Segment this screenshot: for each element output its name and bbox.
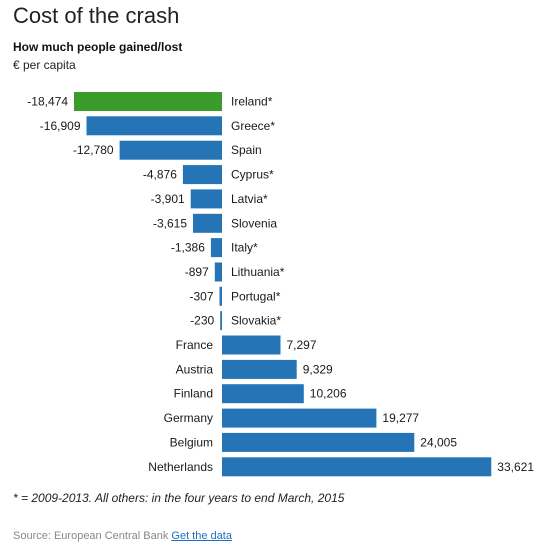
category-label: France (176, 338, 214, 352)
source-text: Source: European Central Bank (13, 530, 169, 542)
category-label: Portugal* (231, 289, 281, 303)
category-label: Belgium (170, 435, 213, 449)
bar-germany (222, 408, 377, 428)
category-label: Spain (231, 143, 262, 157)
category-label: Finland (174, 387, 213, 401)
chart-subtitle: How much people gained/lost (13, 40, 183, 54)
value-label: 7,297 (287, 338, 317, 352)
bar-spain (119, 140, 222, 160)
category-label: Slovakia* (231, 314, 281, 328)
unit-label: € per capita (13, 58, 76, 72)
value-label: -16,909 (40, 119, 81, 133)
bar-greece (86, 116, 222, 136)
value-label: -307 (189, 289, 213, 303)
category-label: Germany (164, 411, 213, 425)
chart-title: Cost of the crash (13, 3, 180, 28)
bar-slovakia (220, 311, 222, 331)
category-label: Italy* (231, 241, 258, 255)
bar-belgium (222, 432, 415, 452)
category-label: Slovenia (231, 216, 277, 230)
value-label: 9,329 (303, 362, 333, 376)
footnote: * = 2009-2013. All others: in the four y… (13, 491, 345, 505)
bar-latvia (190, 189, 222, 209)
category-label: Cyprus* (231, 168, 274, 182)
bar-cyprus (182, 165, 222, 185)
category-label: Ireland* (231, 95, 273, 109)
bar-italy (210, 238, 222, 258)
bar-portugal (219, 286, 222, 306)
value-label: 10,206 (310, 387, 347, 401)
value-label: -3,615 (153, 216, 187, 230)
value-label: -12,780 (73, 143, 114, 157)
bar-france (222, 335, 281, 355)
value-label: -3,901 (151, 192, 185, 206)
category-label: Greece* (231, 119, 275, 133)
bar-lithuania (214, 262, 222, 282)
value-label: -230 (190, 314, 214, 328)
value-label: -897 (185, 265, 209, 279)
bar-netherlands (222, 457, 492, 477)
value-label: 24,005 (420, 435, 457, 449)
bar-finland (222, 384, 304, 404)
value-label: -1,386 (171, 241, 205, 255)
value-label: 33,621 (497, 460, 534, 474)
bar-chart: Ireland* -18,474 Greece* -16,909 Spain -12,78… (27, 92, 534, 477)
category-label: Latvia* (231, 192, 268, 206)
category-label: Lithuania* (231, 265, 285, 279)
source-line: Source: European Central Bank Get the da… (13, 530, 232, 542)
category-label: Netherlands (148, 460, 213, 474)
value-label: 19,277 (382, 411, 419, 425)
category-label: Austria (176, 362, 214, 376)
bar-ireland (74, 92, 222, 111)
value-label: -4,876 (143, 168, 177, 182)
get-data-link[interactable]: Get the data (171, 530, 232, 542)
bar-austria (222, 359, 297, 379)
value-label: -18,474 (27, 95, 68, 109)
bar-slovenia (193, 213, 222, 233)
